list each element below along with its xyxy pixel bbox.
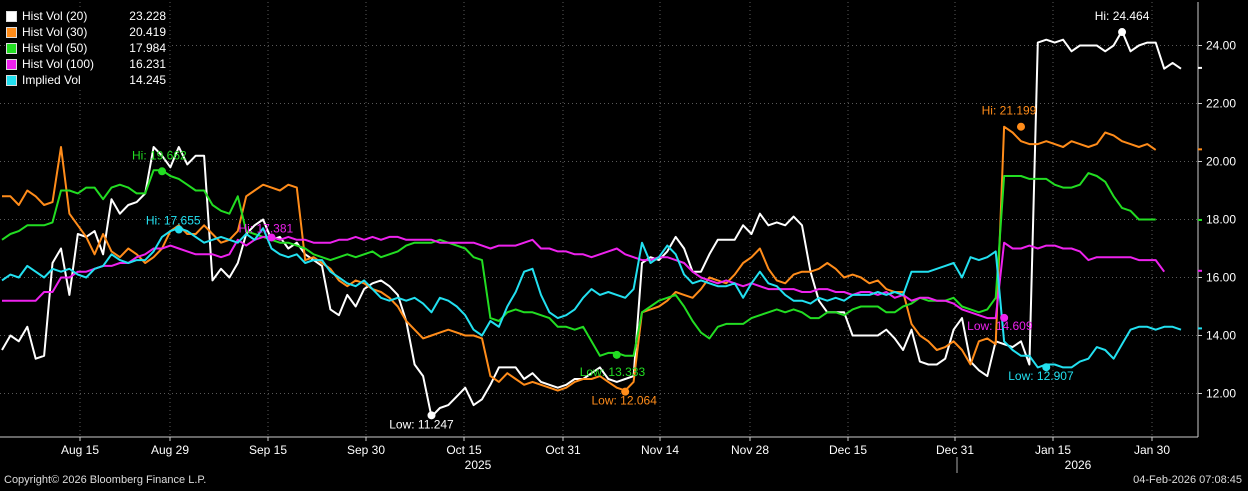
legend-swatch (6, 42, 17, 54)
annotation-label: Low: 12.907 (1008, 369, 1074, 383)
legend-swatch (6, 58, 17, 70)
series-line-3 (2, 235, 1166, 320)
legend-label: Hist Vol (30) (22, 25, 88, 39)
legend-entry-hist-vol-20: Hist Vol (20) 23.228 (6, 8, 166, 24)
x-tick-label: Jan 15 (1035, 443, 1071, 457)
y-tick-label: 20.00 (1206, 155, 1236, 169)
legend-label: Hist Vol (100) (22, 57, 95, 71)
annotation-label: Low: 13.333 (580, 365, 646, 379)
annotation-dot (427, 411, 436, 420)
y-tick-label: 12.00 (1206, 387, 1236, 401)
series-line-4 (1, 227, 1182, 369)
annotation-label: Hi: 17.655 (146, 214, 201, 228)
y-tick-label: 24.00 (1206, 39, 1236, 53)
legend-swatch (6, 10, 17, 22)
copyright-text: Copyright© 2026 Bloomberg Finance L.P. (4, 474, 207, 486)
annotation-dot (612, 350, 621, 359)
x-year-label: 2025 (465, 458, 492, 472)
annotation-dot (621, 387, 630, 396)
timestamp-text: 04-Feb-2026 07:08:45 (1133, 474, 1242, 486)
last-value-marker (1198, 218, 1202, 221)
y-tick-label: 16.00 (1206, 271, 1236, 285)
x-tick-label: Sep 30 (347, 443, 385, 457)
legend-swatch (6, 74, 17, 86)
annotation-label: Hi: 19.662 (132, 148, 187, 162)
last-value-marker (1198, 327, 1202, 330)
legend-value: 14.245 (129, 73, 166, 87)
series-line-1 (2, 125, 1157, 392)
series-line-0 (1, 30, 1182, 418)
x-year-label: 2026 (1065, 458, 1092, 472)
x-tick-label: Dec 31 (936, 443, 974, 457)
annotation-dot (267, 233, 276, 242)
legend-entry-hist-vol-50: Hist Vol (50) 17.984 (6, 40, 166, 56)
annotation-label: Hi: 21.199 (982, 104, 1037, 118)
x-tick-label: Jan 30 (1134, 443, 1170, 457)
annotation-dot (1016, 122, 1025, 131)
legend-value: 23.228 (129, 9, 166, 23)
legend-label: Hist Vol (50) (22, 41, 88, 55)
x-tick-label: Sep 15 (249, 443, 287, 457)
legend-entry-hist-vol-100: Hist Vol (100) 16.231 (6, 56, 166, 72)
x-tick-label: Nov 28 (731, 443, 769, 457)
annotation-label: Hi: 24.464 (1095, 9, 1150, 23)
legend-label: Implied Vol (22, 73, 81, 87)
annotation-dot (1000, 313, 1009, 322)
legend-value: 16.231 (129, 57, 166, 71)
last-value-marker (1198, 66, 1202, 69)
y-tick-label: 22.00 (1206, 97, 1236, 111)
legend-entry-hist-vol-30: Hist Vol (30) 20.419 (6, 24, 166, 40)
x-tick-label: Oct 15 (446, 443, 482, 457)
y-tick-label: 14.00 (1206, 329, 1236, 343)
legend-value: 17.984 (129, 41, 166, 55)
annotation-label: Low: 11.247 (389, 417, 454, 431)
y-tick-label: 18.00 (1206, 213, 1236, 227)
annotation-dot (158, 167, 167, 176)
series-line-2 (1, 169, 1156, 357)
chart-legend: Hist Vol (20) 23.228 Hist Vol (30) 20.41… (6, 8, 166, 88)
annotation-label: Hi: 17.381 (238, 221, 293, 235)
x-tick-label: Nov 14 (641, 443, 679, 457)
legend-entry-implied-vol: Implied Vol 14.245 (6, 72, 166, 88)
annotation-dot (1118, 28, 1127, 37)
legend-swatch (6, 26, 17, 38)
annotation-dot (174, 225, 183, 234)
x-tick-label: Aug 15 (61, 443, 99, 457)
x-tick-label: Oct 31 (545, 443, 581, 457)
legend-value: 20.419 (129, 25, 166, 39)
x-tick-label: Aug 29 (151, 443, 189, 457)
last-value-marker (1198, 148, 1202, 151)
annotation-dot (1042, 363, 1051, 372)
x-tick-label: Dec 15 (829, 443, 867, 457)
legend-label: Hist Vol (20) (22, 9, 88, 23)
annotation-label: Low: 12.064 (591, 394, 657, 408)
last-value-marker (1198, 269, 1202, 272)
annotation-label: Low: 14.609 (967, 319, 1033, 333)
